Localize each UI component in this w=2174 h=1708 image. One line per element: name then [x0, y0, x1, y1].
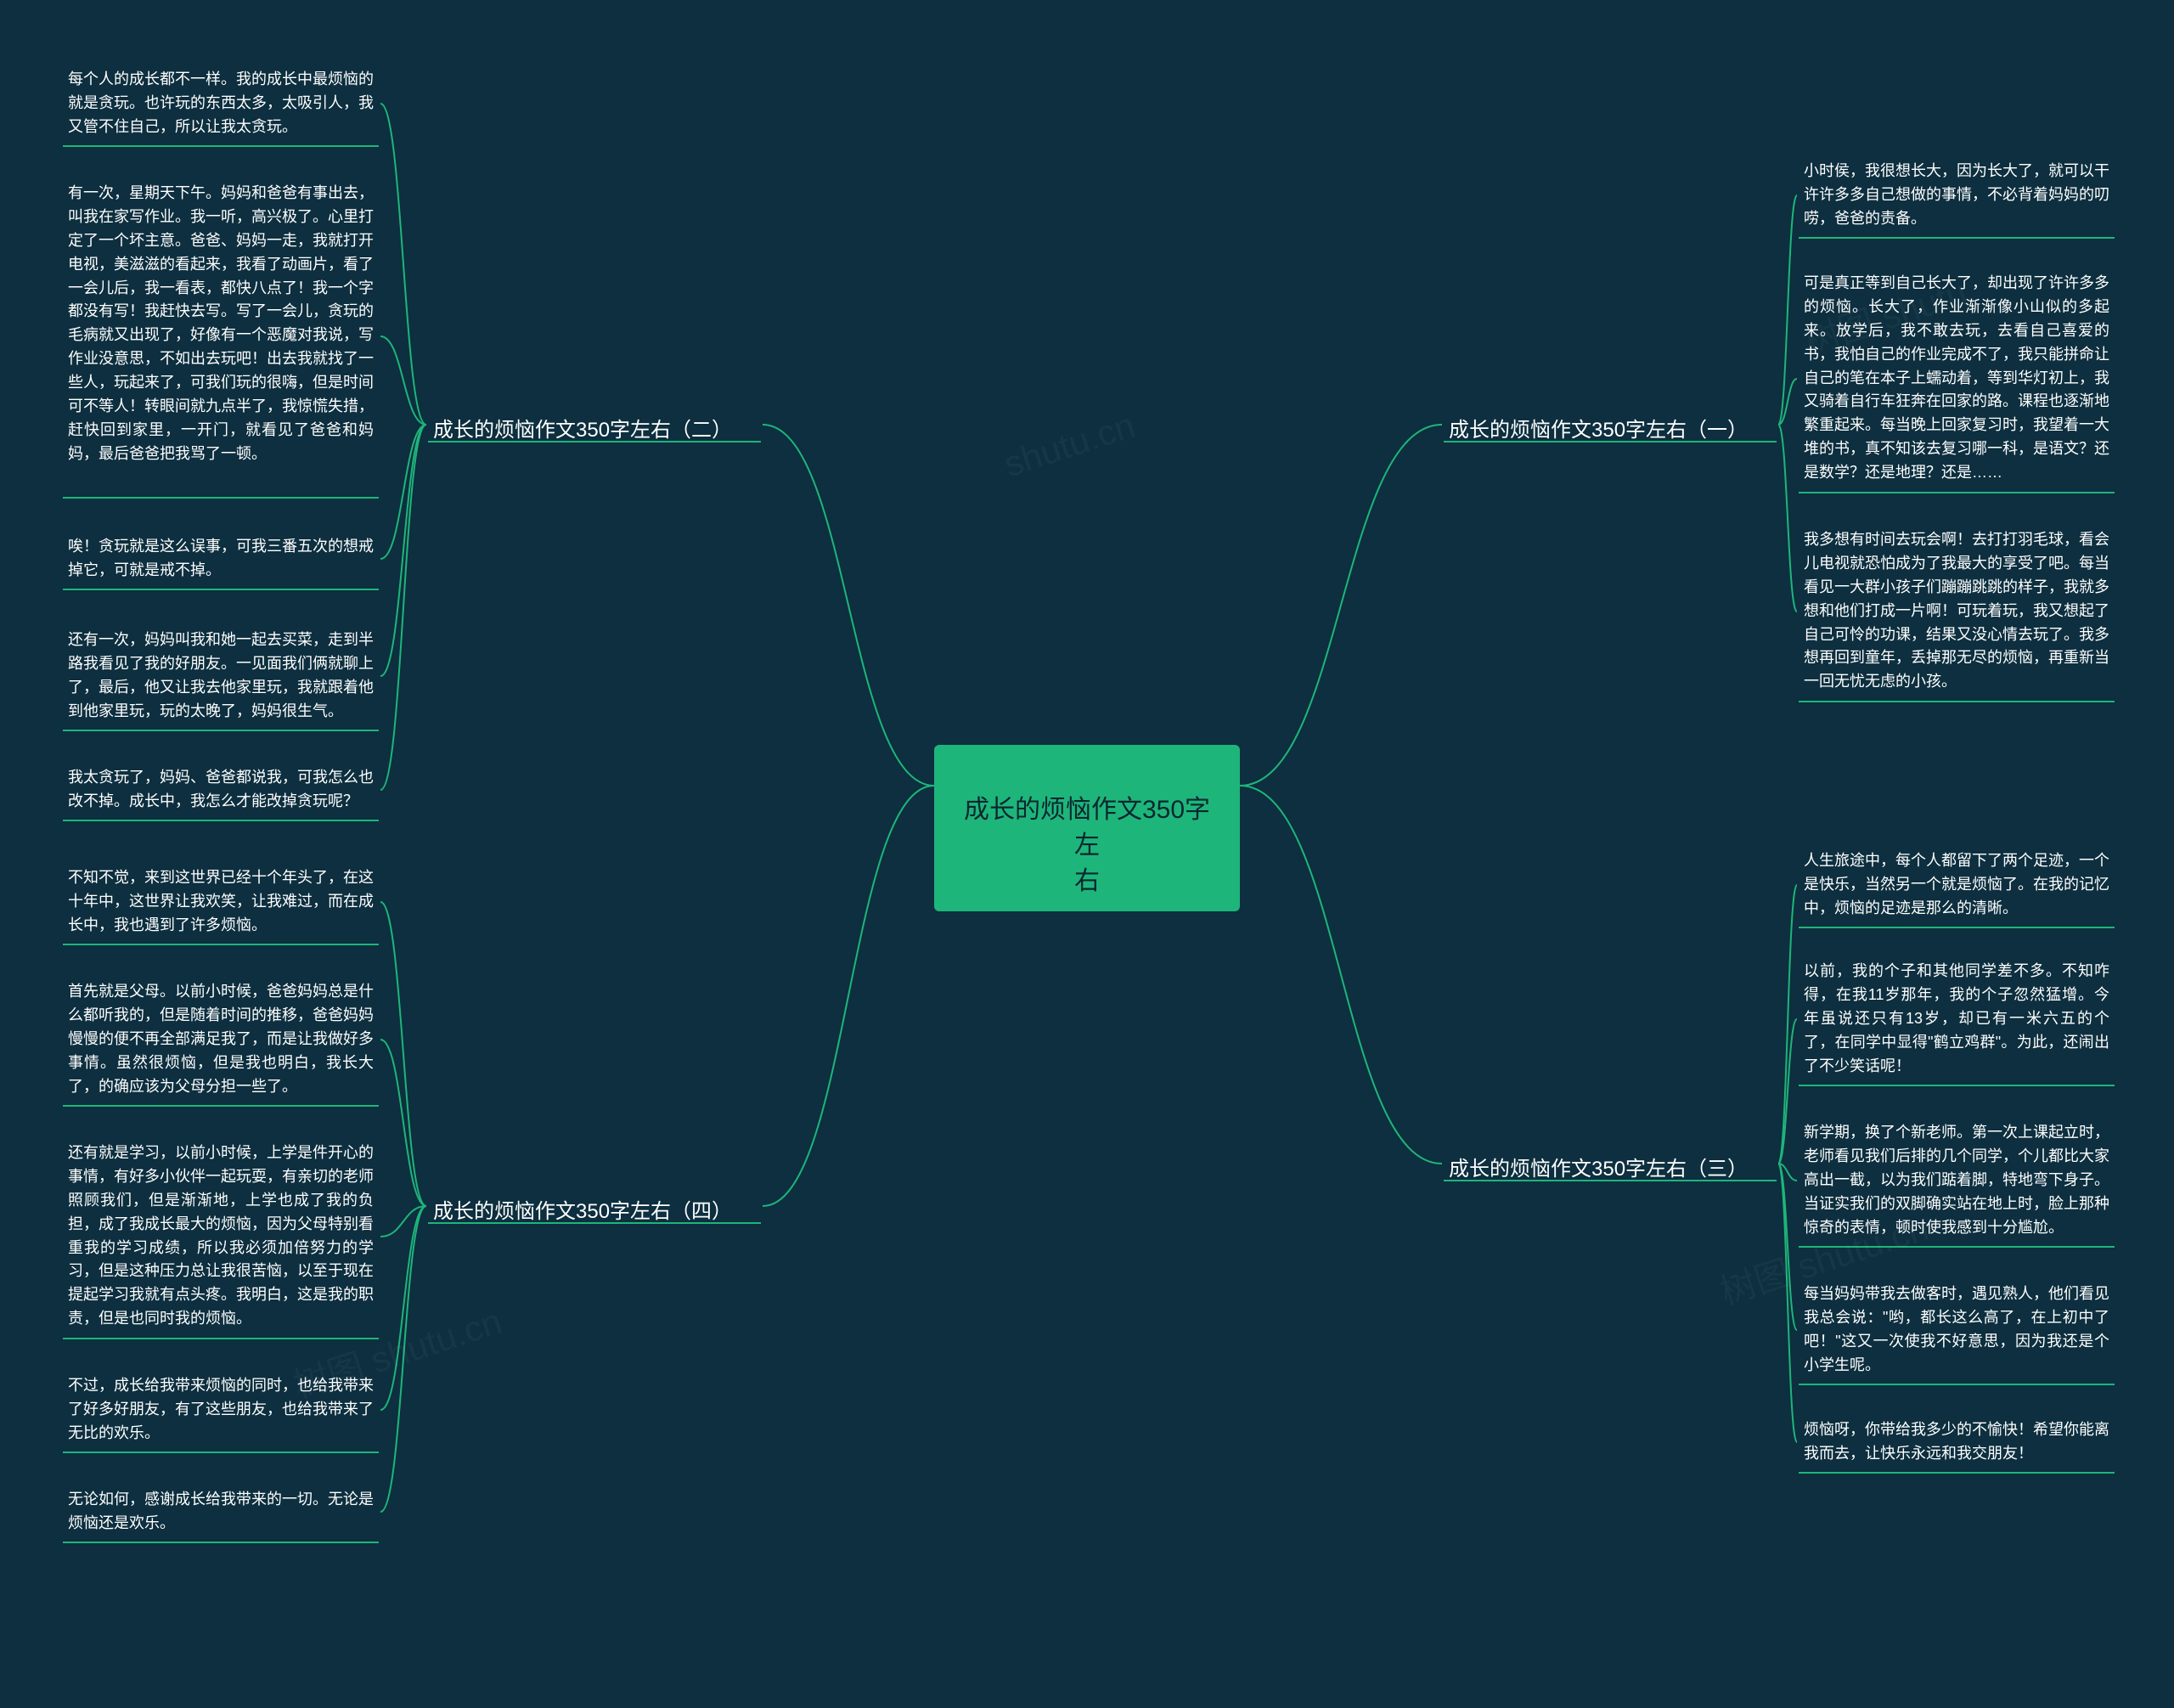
leaf-text: 首先就是父母。以前小时候，爸爸妈妈总是什么都听我的，但是随着时间的推移，爸爸妈妈…: [68, 983, 374, 1095]
leaf-text: 无论如何，感谢成长给我带来的一切。无论是烦恼还是欢乐。: [68, 1491, 374, 1531]
branch-label: 成长的烦恼作文350字左右（二）: [433, 419, 732, 442]
leaf-node: 烦恼呀，你带给我多少的不愉快！希望你能离我而去，让快乐永远和我交朋友！: [1804, 1418, 2109, 1466]
leaf-text: 我多想有时间去玩会啊！去打打羽毛球，看会儿电视就恐怕成为了我最大的享受了吧。每当…: [1804, 531, 2109, 690]
leaf-node: 人生旅途中，每个人都留下了两个足迹，一个是快乐，当然另一个就是烦恼了。在我的记忆…: [1804, 849, 2109, 921]
leaf-text: 不知不觉，来到这世界已经十个年头了，在这十年中，这世界让我欢笑，让我难过，而在成…: [68, 869, 374, 933]
branch-node: 成长的烦恼作文350字左右（三）: [1449, 1152, 1748, 1181]
leaf-node: 不知不觉，来到这世界已经十个年头了，在这十年中，这世界让我欢笑，让我难过，而在成…: [68, 866, 374, 938]
leaf-text: 我太贪玩了，妈妈、爸爸都说我，可我怎么也改不掉。成长中，我怎么才能改掉贪玩呢？: [68, 769, 374, 809]
leaf-node: 可是真正等到自己长大了，却出现了许许多多的烦恼。长大了，作业渐渐像小山似的多起来…: [1804, 272, 2109, 485]
branch-label: 成长的烦恼作文350字左右（一）: [1449, 419, 1748, 442]
leaf-node: 唉！贪玩就是这么误事，可我三番五次的想戒掉它，可就是戒不掉。: [68, 535, 374, 583]
watermark: shutu.cn: [999, 405, 1140, 486]
leaf-text: 人生旅途中，每个人都留下了两个足迹，一个是快乐，当然另一个就是烦恼了。在我的记忆…: [1804, 852, 2109, 916]
leaf-text: 每个人的成长都不一样。我的成长中最烦恼的就是贪玩。也许玩的东西太多，太吸引人，我…: [68, 70, 374, 135]
leaf-text: 小时侯，我很想长大，因为长大了，就可以干许许多多自己想做的事情，不必背着妈妈的叨…: [1804, 162, 2109, 227]
leaf-text: 可是真正等到自己长大了，却出现了许许多多的烦恼。长大了，作业渐渐像小山似的多起来…: [1804, 274, 2109, 481]
leaf-node: 我太贪玩了，妈妈、爸爸都说我，可我怎么也改不掉。成长中，我怎么才能改掉贪玩呢？: [68, 766, 374, 814]
leaf-text: 唉！贪玩就是这么误事，可我三番五次的想戒掉它，可就是戒不掉。: [68, 538, 374, 578]
leaf-node: 以前，我的个子和其他同学差不多。不知咋得，在我11岁那年，我的个子忽然猛增。今年…: [1804, 960, 2109, 1078]
leaf-node: 每个人的成长都不一样。我的成长中最烦恼的就是贪玩。也许玩的东西太多，太吸引人，我…: [68, 68, 374, 139]
leaf-text: 还有就是学习，以前小时候，上学是件开心的事情，有好多小伙伴一起玩耍，有亲切的老师…: [68, 1144, 374, 1327]
leaf-node: 还有就是学习，以前小时候，上学是件开心的事情，有好多小伙伴一起玩耍，有亲切的老师…: [68, 1141, 374, 1331]
leaf-text: 每当妈妈带我去做客时，遇见熟人，他们看见我总会说："哟，都长这么高了，在上初中了…: [1804, 1285, 2109, 1373]
branch-label: 成长的烦恼作文350字左右（三）: [1449, 1158, 1748, 1181]
leaf-text: 不过，成长给我带来烦恼的同时，也给我带来了好多好朋友，有了这些朋友，也给我带来了…: [68, 1377, 374, 1441]
leaf-node: 每当妈妈带我去做客时，遇见熟人，他们看见我总会说："哟，都长这么高了，在上初中了…: [1804, 1282, 2109, 1378]
leaf-text: 还有一次，妈妈叫我和她一起去买菜，走到半路我看见了我的好朋友。一见面我们俩就聊上…: [68, 631, 374, 719]
leaf-node: 我多想有时间去玩会啊！去打打羽毛球，看会儿电视就恐怕成为了我最大的享受了吧。每当…: [1804, 528, 2109, 694]
leaf-node: 无论如何，感谢成长给我带来的一切。无论是烦恼还是欢乐。: [68, 1488, 374, 1536]
leaf-node: 首先就是父母。以前小时候，爸爸妈妈总是什么都听我的，但是随着时间的推移，爸爸妈妈…: [68, 980, 374, 1098]
branch-node: 成长的烦恼作文350字左右（四）: [433, 1194, 732, 1224]
leaf-node: 还有一次，妈妈叫我和她一起去买菜，走到半路我看见了我的好朋友。一见面我们俩就聊上…: [68, 629, 374, 724]
leaf-node: 新学期，换了个新老师。第一次上课起立时，老师看见我们后排的几个同学，个儿都比大家…: [1804, 1121, 2109, 1239]
center-text: 成长的烦恼作文350字左 右: [964, 796, 1210, 895]
leaf-node: 小时侯，我很想长大，因为长大了，就可以干许许多多自己想做的事情，不必背着妈妈的叨…: [1804, 160, 2109, 231]
center-node: 成长的烦恼作文350字左 右: [934, 745, 1240, 911]
leaf-text: 有一次，星期天下午。妈妈和爸爸有事出去，叫我在家写作业。我一听，高兴极了。心里打…: [68, 184, 374, 462]
leaf-text: 烦恼呀，你带给我多少的不愉快！希望你能离我而去，让快乐永远和我交朋友！: [1804, 1421, 2109, 1462]
leaf-node: 有一次，星期天下午。妈妈和爸爸有事出去，叫我在家写作业。我一听，高兴极了。心里打…: [68, 182, 374, 466]
branch-node: 成长的烦恼作文350字左右（二）: [433, 413, 732, 443]
branch-label: 成长的烦恼作文350字左右（四）: [433, 1200, 732, 1223]
branch-node: 成长的烦恼作文350字左右（一）: [1449, 413, 1748, 443]
leaf-text: 以前，我的个子和其他同学差不多。不知咋得，在我11岁那年，我的个子忽然猛增。今年…: [1804, 962, 2109, 1074]
leaf-text: 新学期，换了个新老师。第一次上课起立时，老师看见我们后排的几个同学，个儿都比大家…: [1804, 1124, 2109, 1236]
leaf-node: 不过，成长给我带来烦恼的同时，也给我带来了好多好朋友，有了这些朋友，也给我带来了…: [68, 1374, 374, 1446]
